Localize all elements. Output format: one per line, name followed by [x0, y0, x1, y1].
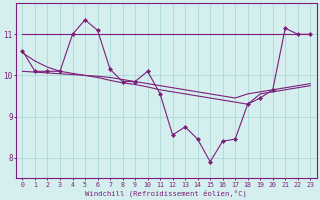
X-axis label: Windchill (Refroidissement éolien,°C): Windchill (Refroidissement éolien,°C): [85, 189, 247, 197]
